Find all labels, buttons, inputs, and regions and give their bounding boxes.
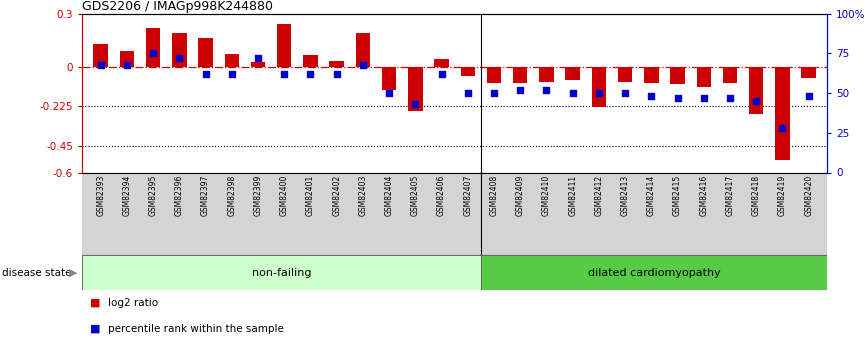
Point — [146, 51, 160, 56]
Text: GSM82411: GSM82411 — [568, 175, 577, 216]
Bar — [408, 67, 423, 111]
Bar — [224, 55, 239, 67]
Text: GSM82417: GSM82417 — [726, 175, 734, 216]
Point — [330, 71, 344, 77]
Bar — [303, 55, 318, 67]
Point — [514, 87, 527, 93]
Text: GSM82398: GSM82398 — [227, 175, 236, 216]
Text: GSM82406: GSM82406 — [437, 175, 446, 216]
Bar — [481, 255, 827, 290]
Text: ▶: ▶ — [69, 268, 78, 277]
Point — [592, 90, 606, 96]
Bar — [775, 67, 790, 160]
Bar — [120, 51, 134, 67]
Point — [225, 71, 239, 77]
Bar — [513, 67, 527, 83]
Bar — [277, 24, 291, 67]
Point — [776, 125, 790, 131]
Bar — [591, 67, 606, 107]
Bar — [670, 67, 685, 84]
Text: GSM82394: GSM82394 — [122, 175, 132, 216]
Bar — [696, 67, 711, 87]
Bar — [618, 67, 632, 82]
Text: GSM82419: GSM82419 — [778, 175, 787, 216]
Text: GSM82420: GSM82420 — [805, 175, 813, 216]
Bar — [329, 61, 344, 67]
Bar — [540, 67, 553, 82]
Bar — [172, 33, 186, 67]
Point — [697, 95, 711, 101]
Text: percentile rank within the sample: percentile rank within the sample — [108, 324, 284, 334]
Point — [356, 62, 370, 67]
Point — [487, 90, 501, 96]
Point — [802, 93, 816, 99]
Point — [565, 90, 579, 96]
Bar — [82, 255, 481, 290]
Text: GSM82397: GSM82397 — [201, 175, 210, 216]
Text: ■: ■ — [90, 298, 100, 308]
Bar — [801, 67, 816, 78]
Bar — [198, 39, 213, 67]
Point — [94, 62, 107, 67]
Point — [670, 95, 684, 101]
Bar — [487, 67, 501, 82]
Point — [540, 87, 553, 93]
Text: GSM82418: GSM82418 — [752, 175, 760, 216]
Text: GSM82393: GSM82393 — [96, 175, 105, 216]
Text: GSM82400: GSM82400 — [280, 175, 288, 216]
Text: GSM82412: GSM82412 — [594, 175, 604, 216]
Bar — [644, 67, 658, 83]
Point — [172, 56, 186, 61]
Point — [461, 90, 475, 96]
Text: GSM82402: GSM82402 — [333, 175, 341, 216]
Point — [749, 98, 763, 104]
Text: GSM82407: GSM82407 — [463, 175, 472, 216]
Text: GSM82399: GSM82399 — [254, 175, 262, 216]
Text: GSM82415: GSM82415 — [673, 175, 682, 216]
Point — [723, 95, 737, 101]
Text: GSM82396: GSM82396 — [175, 175, 184, 216]
Bar — [749, 67, 764, 114]
Point — [435, 71, 449, 77]
Point — [277, 71, 291, 77]
Bar — [382, 67, 397, 90]
Text: GSM82403: GSM82403 — [359, 175, 367, 216]
Text: GSM82410: GSM82410 — [542, 175, 551, 216]
Text: GSM82408: GSM82408 — [489, 175, 499, 216]
Point — [409, 101, 423, 107]
Bar — [94, 44, 108, 67]
Text: GSM82413: GSM82413 — [621, 175, 630, 216]
Text: GSM82414: GSM82414 — [647, 175, 656, 216]
Bar — [723, 67, 737, 83]
Point — [251, 56, 265, 61]
Bar — [461, 67, 475, 76]
Text: GDS2206 / IMAGp998K244880: GDS2206 / IMAGp998K244880 — [82, 0, 274, 13]
Point — [120, 62, 133, 67]
Text: GSM82409: GSM82409 — [516, 175, 525, 216]
Text: dilated cardiomyopathy: dilated cardiomyopathy — [587, 268, 721, 277]
Bar — [251, 62, 265, 67]
Point — [198, 71, 212, 77]
Text: ■: ■ — [90, 324, 100, 334]
Text: GSM82405: GSM82405 — [410, 175, 420, 216]
Point — [303, 71, 317, 77]
Text: GSM82404: GSM82404 — [385, 175, 393, 216]
Text: non-failing: non-failing — [252, 268, 311, 277]
Point — [382, 90, 396, 96]
Bar — [356, 33, 370, 67]
Bar — [435, 59, 449, 67]
Bar — [145, 28, 160, 67]
Bar — [565, 67, 580, 80]
Point — [618, 90, 632, 96]
Point — [644, 93, 658, 99]
Text: log2 ratio: log2 ratio — [108, 298, 158, 308]
Text: GSM82395: GSM82395 — [149, 175, 158, 216]
Text: GSM82416: GSM82416 — [699, 175, 708, 216]
Text: disease state: disease state — [2, 268, 74, 277]
Text: GSM82401: GSM82401 — [306, 175, 315, 216]
